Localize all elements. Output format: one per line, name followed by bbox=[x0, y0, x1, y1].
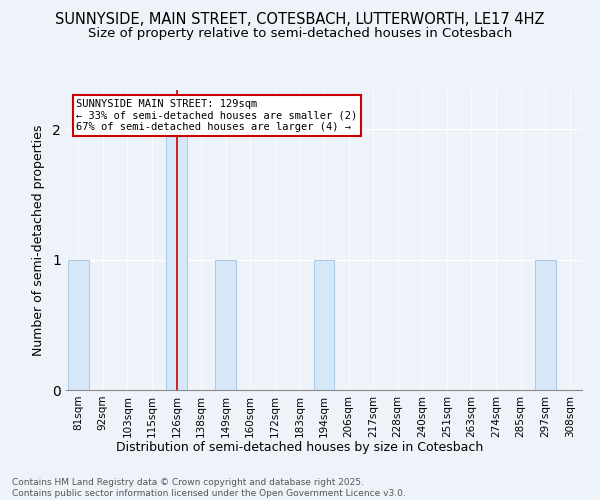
Text: Distribution of semi-detached houses by size in Cotesbach: Distribution of semi-detached houses by … bbox=[116, 441, 484, 454]
Text: Contains HM Land Registry data © Crown copyright and database right 2025.
Contai: Contains HM Land Registry data © Crown c… bbox=[12, 478, 406, 498]
Bar bbox=[314, 260, 334, 390]
Bar bbox=[215, 260, 236, 390]
Text: SUNNYSIDE MAIN STREET: 129sqm
← 33% of semi-detached houses are smaller (2)
67% : SUNNYSIDE MAIN STREET: 129sqm ← 33% of s… bbox=[76, 99, 358, 132]
Text: Size of property relative to semi-detached houses in Cotesbach: Size of property relative to semi-detach… bbox=[88, 28, 512, 40]
Bar bbox=[166, 129, 187, 390]
Y-axis label: Number of semi-detached properties: Number of semi-detached properties bbox=[32, 124, 46, 356]
Bar bbox=[535, 260, 556, 390]
Bar bbox=[68, 260, 89, 390]
Text: SUNNYSIDE, MAIN STREET, COTESBACH, LUTTERWORTH, LE17 4HZ: SUNNYSIDE, MAIN STREET, COTESBACH, LUTTE… bbox=[55, 12, 545, 28]
